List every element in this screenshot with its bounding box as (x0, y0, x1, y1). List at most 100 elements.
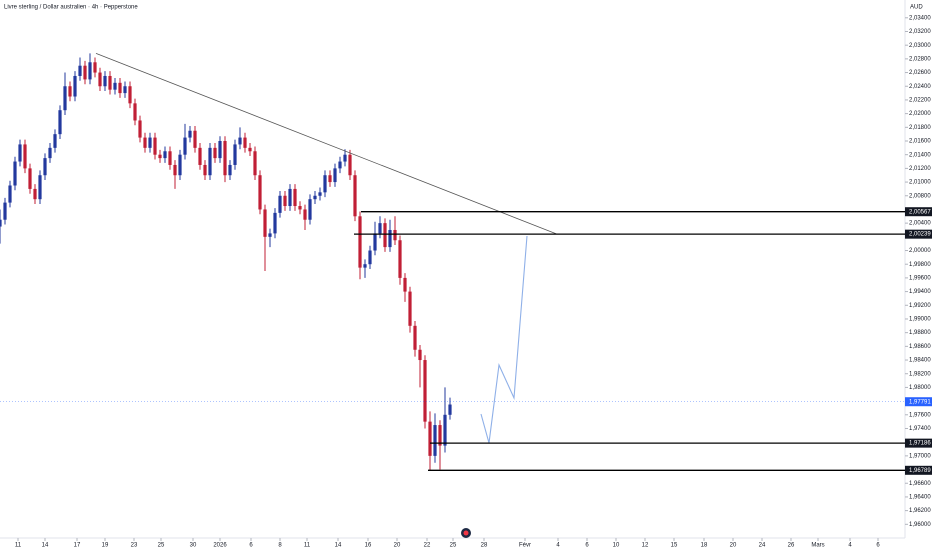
candle-body (423, 360, 427, 422)
candle-body (213, 147, 217, 159)
candle-body (228, 164, 232, 176)
candle-body (318, 192, 322, 196)
candle-body (83, 65, 87, 80)
candle-body (303, 209, 307, 220)
candle-body (238, 137, 242, 145)
candle-body (63, 86, 67, 111)
x-tick-label: 16 (365, 543, 372, 549)
x-tick-label: 12 (642, 543, 649, 549)
candle-body (13, 161, 17, 186)
x-tick-label: 20 (394, 543, 401, 549)
candle-body (143, 137, 147, 148)
x-tick-label: 8 (278, 543, 282, 549)
candle-body (43, 158, 47, 176)
x-tick-label: 25 (158, 543, 165, 549)
level-label: 1,96789 (909, 468, 931, 474)
y-tick-label: 2,03000 (909, 43, 931, 49)
candle-body (153, 137, 157, 155)
current-price-badge (905, 397, 932, 407)
x-tick-label: 10 (613, 543, 620, 549)
candle-body (178, 154, 182, 176)
candle-body (123, 86, 127, 94)
candle-body (103, 75, 107, 87)
candle-body (323, 175, 327, 193)
x-tick-label: 17 (74, 543, 81, 549)
candle-body (198, 147, 202, 165)
candle-body (353, 175, 357, 217)
candle-body (8, 185, 12, 203)
y-tick-label: 1,99600 (909, 275, 931, 281)
x-tick-label: 4 (556, 543, 560, 549)
x-tick-label: 11 (304, 543, 311, 549)
candle-body (308, 199, 312, 220)
x-tick-label: 20 (730, 543, 737, 549)
y-tick-label: 1,98200 (909, 371, 931, 377)
candle-body (248, 147, 252, 152)
chart-title: Livre sterling / Dollar australien · 4h … (4, 5, 138, 11)
y-tick-label: 2,02600 (909, 70, 931, 76)
candle-body (183, 137, 187, 155)
candle-body (233, 144, 237, 165)
candle-body (58, 110, 62, 135)
candle-body (363, 264, 367, 268)
candle-body (33, 188, 37, 200)
level-label: 2,00567 (909, 209, 931, 215)
candle-body (288, 188, 292, 207)
candle-body (433, 425, 437, 456)
candle-body (38, 175, 42, 200)
candle-body (18, 144, 22, 162)
y-tick-label: 1,99200 (909, 303, 931, 309)
candle-body (208, 147, 212, 176)
candle-body (188, 130, 192, 138)
candle-body (403, 277, 407, 292)
candle-body (263, 209, 267, 237)
y-tick-label: 1,99400 (909, 289, 931, 295)
x-tick-label: 19 (102, 543, 109, 549)
y-tick-label: 2,01800 (909, 125, 931, 131)
x-tick-label: 6 (585, 543, 589, 549)
projection-path (480, 235, 528, 444)
x-tick-label: 25 (450, 543, 457, 549)
y-tick-label: 1,97600 (909, 412, 931, 418)
y-tick-label: 2,02800 (909, 56, 931, 62)
candle-body (313, 195, 317, 200)
x-tick-label: 18 (701, 543, 708, 549)
x-tick-label: Févr (519, 543, 531, 549)
candle-body (173, 164, 177, 176)
current-price-label: 1,97791 (909, 399, 931, 405)
candle-body (393, 229, 397, 241)
currency: AUD (910, 5, 923, 11)
candle-body (343, 154, 347, 162)
y-tick-label: 1,96000 (909, 522, 931, 528)
level-label: 2,00239 (909, 232, 931, 238)
y-tick-label: 1,97000 (909, 453, 931, 459)
y-tick-label: 1,98600 (909, 344, 931, 350)
candle-body (23, 144, 27, 169)
y-tick-label: 2,01600 (909, 139, 931, 145)
x-tick-label: 14 (42, 543, 49, 549)
x-tick-label: 30 (190, 543, 197, 549)
candle-body (418, 349, 422, 361)
candle-body (113, 82, 117, 90)
candle-body (383, 223, 387, 248)
y-tick-label: 1,96400 (909, 495, 931, 501)
x-tick-label: 24 (759, 543, 766, 549)
x-tick-label: 23 (131, 543, 138, 549)
level-badge (905, 438, 932, 448)
candle-body (253, 151, 257, 176)
candle-body (373, 233, 377, 251)
trendline (95, 53, 558, 235)
x-tick-label: 6 (876, 543, 880, 549)
candle-body (3, 202, 7, 220)
x-tick-label: 28 (481, 543, 488, 549)
y-tick-label: 1,97400 (909, 426, 931, 432)
y-tick-label: 1,98800 (909, 330, 931, 336)
candle-body (413, 325, 417, 350)
y-tick-label: 1,99800 (909, 262, 931, 268)
y-tick-label: 1,99000 (909, 317, 931, 323)
y-tick-label: 1,98400 (909, 358, 931, 364)
candle-body (338, 161, 342, 169)
candle-body (368, 250, 372, 265)
candle-body (53, 134, 57, 148)
candle-body (108, 75, 112, 90)
